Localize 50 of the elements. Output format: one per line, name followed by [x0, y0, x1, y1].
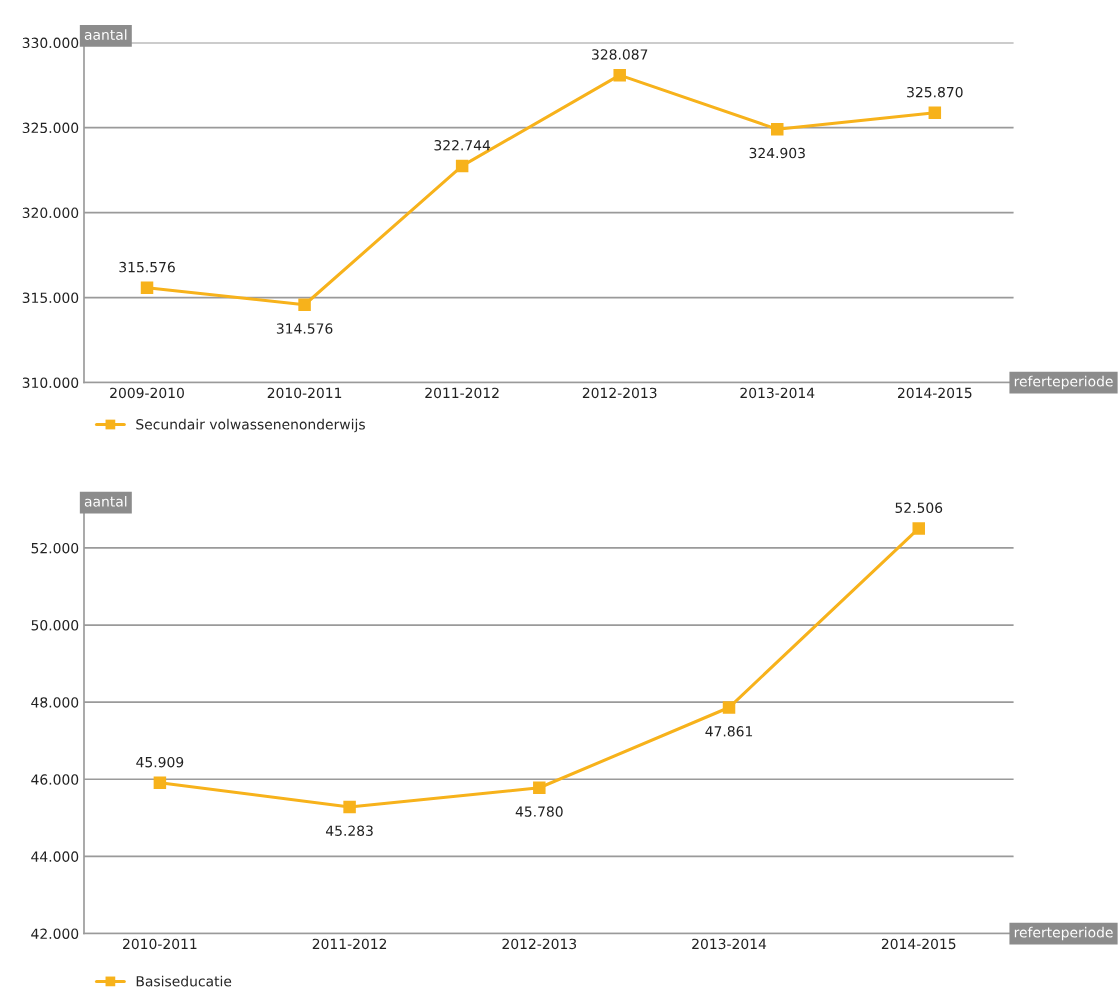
x-tick-label: 2013-2014	[740, 387, 815, 399]
x-tick-label: 2012-2013	[502, 938, 577, 950]
point	[771, 122, 784, 136]
point	[153, 776, 167, 790]
y-tick-label: 48.000	[31, 697, 79, 708]
data-label: 45.283	[325, 825, 373, 836]
x-tick-label: 2011-2012	[425, 387, 499, 399]
y-tick-label: 50.000	[31, 620, 79, 631]
point	[613, 68, 626, 82]
point	[533, 781, 546, 795]
y-tick-label: 42.000	[31, 928, 79, 939]
y-tick-label: 325.000	[22, 122, 79, 134]
legend-label: Basiseducatie	[136, 975, 232, 987]
y-tick-label: 330.000	[22, 37, 79, 49]
data-label: 314.576	[276, 323, 333, 334]
data-label: 47.861	[705, 726, 753, 737]
x-axis-title: referteperiode	[1014, 375, 1113, 390]
data-label: 324.903	[749, 147, 805, 159]
data-label: 315.576	[119, 261, 175, 273]
y-tick-label: 315.000	[22, 292, 79, 304]
point	[722, 701, 736, 714]
data-label: 328.087	[592, 49, 648, 60]
x-tick-label: 2009-2010	[110, 387, 184, 399]
point	[343, 800, 356, 814]
y-tick-label: 46.000	[31, 774, 79, 785]
y-tick-label: 320.000	[22, 207, 79, 219]
x-tick-label: 2011-2012	[312, 938, 387, 950]
y-tick-label: 310.000	[22, 377, 79, 388]
x-tick-label: 2013-2014	[692, 938, 767, 950]
point	[140, 281, 154, 295]
x-tick-label: 2014-2015	[897, 387, 972, 399]
x-tick-label: 2010-2011	[267, 387, 342, 399]
data-label: 325.870	[907, 86, 963, 98]
data-label: 45.780	[515, 806, 563, 817]
x-tick-label: 2010-2011	[123, 938, 197, 950]
legend-label: Secundair volwassenenonderwijs	[136, 418, 365, 433]
x-tick-label: 2012-2013	[582, 387, 657, 399]
data-label: 45.909	[136, 756, 184, 768]
data-label: 322.744	[434, 140, 491, 151]
data-label: 52.506	[895, 502, 943, 514]
y-axis-title: aantal	[84, 495, 127, 507]
point	[455, 159, 469, 173]
x-tick-label: 2014-2015	[881, 938, 956, 950]
x-axis-title: referteperiode	[1014, 926, 1113, 941]
y-tick-label: 44.000	[31, 851, 79, 862]
y-axis-title: aantal	[84, 29, 127, 40]
y-tick-label: 52.000	[31, 542, 79, 554]
point	[298, 298, 311, 311]
point	[912, 522, 925, 535]
point	[928, 106, 942, 120]
